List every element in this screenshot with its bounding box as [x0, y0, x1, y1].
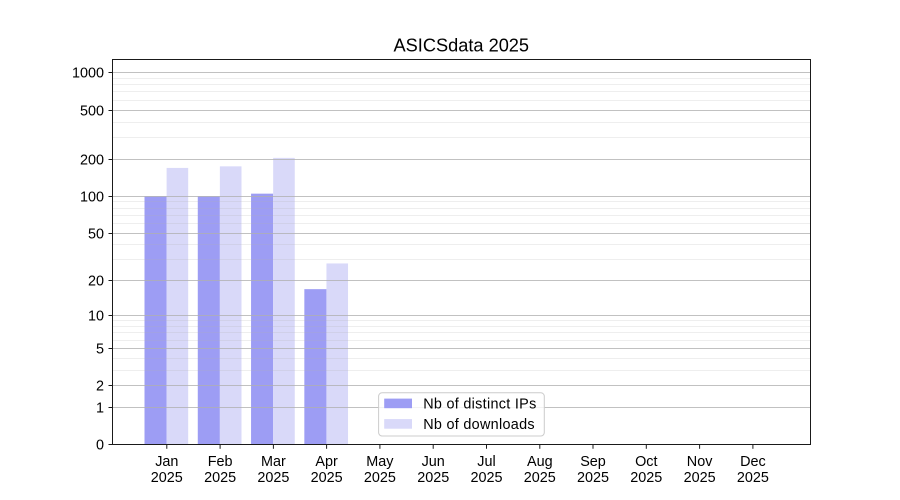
svg-text:2025: 2025 — [577, 470, 609, 486]
svg-text:Mar: Mar — [261, 454, 286, 470]
svg-text:May: May — [366, 454, 394, 470]
svg-text:Jan: Jan — [155, 454, 178, 470]
svg-text:200: 200 — [80, 153, 104, 169]
svg-text:Sep: Sep — [580, 454, 606, 470]
svg-text:2025: 2025 — [630, 470, 662, 486]
svg-text:1000: 1000 — [72, 66, 104, 82]
svg-text:2025: 2025 — [684, 470, 716, 486]
svg-text:2025: 2025 — [524, 470, 556, 486]
svg-text:Feb: Feb — [208, 454, 233, 470]
svg-text:Jun: Jun — [422, 454, 445, 470]
svg-text:2025: 2025 — [417, 470, 449, 486]
svg-text:2: 2 — [96, 379, 104, 395]
svg-text:Dec: Dec — [740, 454, 766, 470]
svg-text:50: 50 — [88, 227, 104, 243]
svg-text:Nb of distinct IPs: Nb of distinct IPs — [423, 396, 536, 412]
svg-text:2025: 2025 — [311, 470, 343, 486]
svg-text:Oct: Oct — [635, 454, 657, 470]
svg-text:2025: 2025 — [737, 470, 769, 486]
svg-text:20: 20 — [88, 274, 104, 290]
svg-text:Aug: Aug — [527, 454, 553, 470]
svg-text:5: 5 — [96, 342, 104, 358]
svg-text:2025: 2025 — [364, 470, 396, 486]
svg-text:1: 1 — [96, 401, 104, 417]
svg-text:ASICSdata 2025: ASICSdata 2025 — [394, 36, 530, 56]
svg-text:2025: 2025 — [151, 470, 183, 486]
svg-text:2025: 2025 — [204, 470, 236, 486]
svg-text:100: 100 — [80, 190, 104, 206]
svg-text:10: 10 — [88, 309, 104, 325]
svg-text:Apr: Apr — [315, 454, 338, 470]
svg-text:Jul: Jul — [477, 454, 495, 470]
svg-text:2025: 2025 — [257, 470, 289, 486]
svg-text:0: 0 — [96, 438, 104, 454]
svg-text:2025: 2025 — [470, 470, 502, 486]
svg-text:Nov: Nov — [687, 454, 713, 470]
svg-text:Nb of downloads: Nb of downloads — [423, 417, 535, 433]
svg-text:500: 500 — [80, 104, 104, 120]
